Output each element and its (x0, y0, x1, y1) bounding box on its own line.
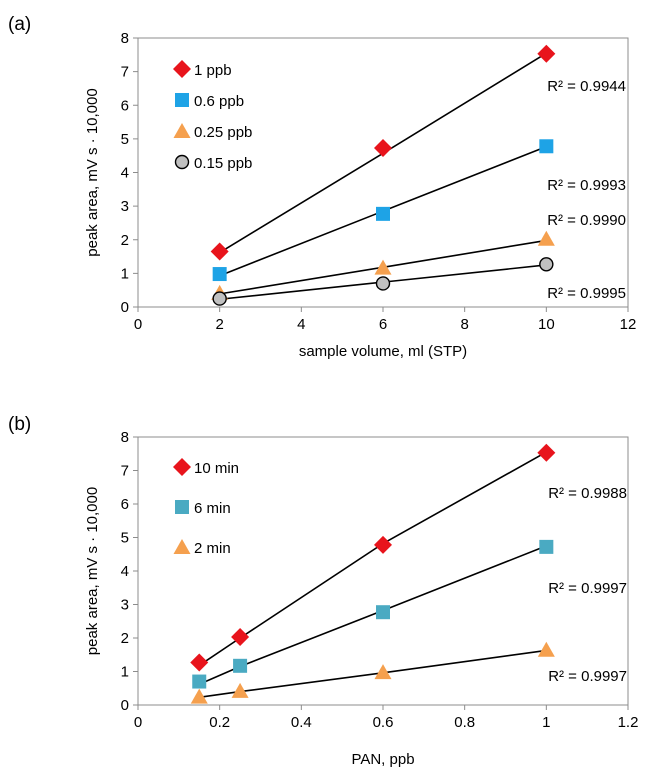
data-point (537, 443, 556, 462)
data-point (231, 627, 250, 646)
y-tick-label: 4 (121, 563, 129, 580)
y-tick-label: 1 (121, 664, 129, 681)
y-tick-label: 7 (121, 64, 129, 81)
trendline (199, 649, 547, 699)
x-tick-label: 0 (134, 714, 142, 731)
r-squared-label: R² = 0.9997 (548, 580, 627, 597)
trendline (198, 451, 547, 667)
data-point (537, 230, 555, 246)
data-point (190, 688, 208, 704)
r-squared-label: R² = 0.9988 (548, 485, 627, 502)
data-point (539, 139, 554, 154)
legend-label: 1 ppb (194, 62, 232, 79)
x-tick-label: 0 (134, 316, 142, 333)
x-tick-label: 8 (460, 316, 468, 333)
x-tick-label: 0.8 (454, 714, 475, 731)
y-tick-label: 6 (121, 496, 129, 513)
x-tick-label: 1 (542, 714, 550, 731)
y-tick-label: 2 (121, 630, 129, 647)
r-squared-label: R² = 0.9997 (548, 668, 627, 685)
data-point (212, 267, 227, 282)
legend-label: 6 min (194, 500, 231, 517)
data-point (539, 257, 554, 272)
x-tick-label: 1.2 (618, 714, 639, 731)
y-tick-label: 7 (121, 463, 129, 480)
panel-label: (b) (8, 414, 31, 435)
r-squared-label: R² = 0.9944 (547, 78, 626, 95)
r-squared-label: R² = 0.9990 (547, 212, 626, 229)
y-tick-label: 0 (121, 697, 129, 714)
legend-label: 0.15 ppb (194, 155, 252, 172)
x-tick-label: 12 (620, 316, 637, 333)
data-point (376, 605, 390, 620)
data-point (375, 276, 391, 291)
legend-label: 0.6 ppb (194, 93, 244, 110)
legend-marker (173, 458, 191, 476)
y-tick-label: 5 (121, 131, 129, 148)
data-point (376, 206, 390, 221)
legend-label: 2 min (194, 540, 231, 557)
x-tick-label: 0.6 (373, 714, 394, 731)
data-point (374, 259, 392, 275)
y-tick-label: 4 (121, 165, 129, 182)
data-point (231, 682, 249, 698)
data-point (212, 291, 227, 306)
legend-marker (175, 500, 189, 514)
legend-marker (174, 154, 190, 170)
data-point (537, 641, 555, 657)
x-tick-label: 2 (215, 316, 223, 333)
legend-marker (173, 539, 191, 554)
r-squared-label: R² = 0.9995 (547, 285, 626, 302)
x-axis-title: PAN, ppb (351, 751, 414, 768)
y-tick-label: 1 (121, 265, 129, 282)
y-tick-label: 8 (121, 30, 129, 47)
data-point (374, 664, 392, 680)
x-axis-title: sample volume, ml (STP) (299, 343, 467, 360)
x-tick-label: 10 (538, 316, 555, 333)
y-axis-title: peak area, mV s · 10,000 (84, 88, 101, 256)
y-axis-title: peak area, mV s · 10,000 (84, 487, 101, 655)
y-tick-label: 3 (121, 597, 129, 614)
y-tick-label: 8 (121, 429, 129, 446)
legend-label: 0.25 ppb (194, 124, 252, 141)
x-tick-label: 0.2 (209, 714, 230, 731)
legend-marker (173, 60, 191, 78)
chart-panel-b: (b) 0 0.2 0.4 0.6 0.8 1 1.2 0 1 2 3 4 5 6 7 8 PAN, ppb pea… (8, 414, 638, 768)
data-point (233, 658, 248, 673)
r-squared-label: R² = 0.9993 (547, 177, 626, 194)
x-tick-label: 6 (379, 316, 387, 333)
x-tick-label: 0.4 (291, 714, 312, 731)
y-tick-label: 6 (121, 97, 129, 114)
data-point (537, 44, 556, 63)
data-point (190, 653, 209, 672)
y-tick-label: 0 (121, 299, 129, 316)
data-point (374, 138, 392, 157)
panel-label: (a) (8, 14, 31, 35)
legend-marker (175, 93, 189, 107)
data-point (192, 674, 207, 689)
y-tick-label: 5 (121, 530, 129, 547)
trendline (198, 545, 547, 685)
legend-label: 10 min (194, 460, 239, 477)
x-tick-label: 4 (297, 316, 305, 333)
y-tick-label: 3 (121, 198, 129, 215)
data-point (210, 242, 229, 261)
data-point (374, 535, 392, 554)
y-tick-label: 2 (121, 232, 129, 249)
data-point (539, 539, 554, 554)
legend-marker (173, 123, 191, 138)
